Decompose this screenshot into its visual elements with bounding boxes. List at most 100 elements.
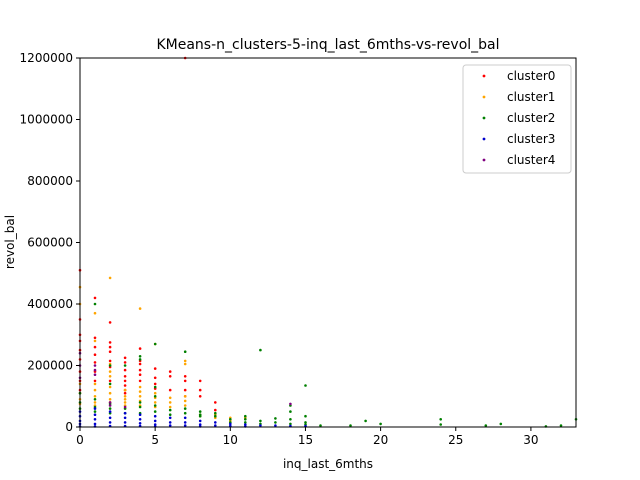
point-cluster0	[153, 382, 157, 386]
point-cluster3	[108, 421, 112, 424]
point-cluster2	[559, 424, 563, 427]
point-cluster0	[168, 388, 172, 392]
point-cluster1	[183, 359, 187, 363]
point-cluster2	[153, 404, 157, 407]
point-cluster0	[108, 359, 112, 363]
point-cluster2	[244, 414, 247, 418]
point-cluster2	[259, 419, 262, 423]
point-cluster1	[153, 391, 157, 395]
legend-marker-cluster1	[482, 95, 486, 99]
point-cluster0	[123, 361, 127, 364]
point-cluster1	[123, 395, 127, 398]
point-cluster2	[183, 411, 187, 415]
point-cluster2	[289, 410, 292, 413]
point-cluster3	[168, 416, 172, 420]
x-axis: 0 5 10 15 20 25 30	[76, 427, 539, 447]
y-tick-label: 1200000	[20, 51, 73, 65]
point-cluster4	[93, 368, 97, 372]
legend-marker-cluster4	[482, 158, 486, 162]
point-cluster1	[93, 388, 97, 392]
point-cluster3	[93, 407, 97, 410]
point-cluster0	[123, 379, 127, 383]
y-tick-label: 600000	[27, 236, 73, 250]
point-cluster2	[168, 408, 172, 412]
point-cluster1	[108, 385, 112, 389]
point-cluster2	[138, 355, 142, 358]
point-cluster0	[214, 408, 217, 412]
legend-label-cluster0: cluster0	[507, 69, 555, 83]
point-cluster1	[123, 401, 127, 404]
point-cluster4	[108, 401, 112, 404]
point-cluster0	[108, 321, 112, 324]
point-cluster0	[93, 361, 97, 364]
legend-label-cluster1: cluster1	[507, 90, 555, 104]
point-cluster2	[138, 405, 142, 409]
point-cluster3	[138, 422, 142, 425]
x-tick-label: 0	[76, 433, 84, 447]
x-axis-label: inq_last_6mths	[283, 457, 373, 471]
point-cluster4	[108, 404, 112, 407]
point-cluster1	[138, 390, 142, 393]
point-cluster1	[123, 398, 127, 401]
point-cluster3	[93, 413, 97, 417]
point-cluster0	[198, 379, 202, 383]
point-cluster0	[108, 341, 112, 344]
point-cluster1	[168, 396, 172, 400]
point-cluster3	[123, 421, 127, 424]
point-cluster0	[153, 376, 157, 380]
x-tick-label: 5	[151, 433, 159, 447]
point-cluster3	[153, 419, 157, 423]
point-cluster1	[93, 401, 97, 404]
point-cluster1	[93, 311, 97, 315]
point-cluster2	[123, 364, 127, 367]
point-cluster0	[108, 345, 112, 349]
point-cluster2	[93, 410, 97, 413]
points-layer	[78, 56, 578, 428]
point-cluster2	[439, 418, 443, 421]
point-cluster1	[183, 399, 187, 403]
point-cluster3	[108, 416, 112, 420]
point-cluster0	[93, 345, 97, 349]
point-cluster1	[93, 339, 97, 343]
point-cluster1	[183, 362, 187, 366]
point-cluster2	[214, 414, 217, 418]
point-cluster3	[244, 423, 247, 426]
point-cluster3	[123, 416, 127, 420]
point-cluster1	[108, 375, 112, 378]
x-tick-label: 15	[298, 433, 313, 447]
legend-box	[462, 64, 572, 174]
point-cluster2	[379, 422, 382, 426]
point-cluster2	[304, 384, 307, 387]
point-cluster0	[123, 368, 127, 372]
point-cluster2	[274, 417, 277, 420]
point-cluster0	[123, 356, 127, 360]
x-tick-label: 10	[223, 433, 238, 447]
point-cluster3	[138, 418, 142, 421]
x-tick-label: 20	[373, 433, 388, 447]
point-cluster2	[93, 398, 97, 401]
point-cluster1	[108, 276, 112, 280]
y-tick-label: 800000	[27, 174, 73, 188]
point-cluster3	[274, 424, 277, 427]
point-cluster2	[259, 348, 262, 352]
point-cluster1	[183, 395, 187, 398]
point-cluster3	[108, 410, 112, 413]
point-cluster1	[108, 391, 112, 395]
point-cluster0	[168, 370, 172, 373]
point-cluster2	[439, 423, 443, 426]
point-cluster2	[108, 407, 112, 410]
x-tick-label: 25	[448, 433, 463, 447]
legend-marker-cluster3	[482, 137, 486, 141]
point-cluster4	[93, 364, 97, 367]
point-cluster2	[274, 421, 277, 424]
point-cluster0	[123, 375, 127, 378]
point-cluster2	[168, 413, 172, 417]
point-cluster2	[349, 424, 352, 427]
point-cluster3	[93, 422, 97, 426]
point-cluster0	[138, 379, 142, 383]
point-cluster1	[183, 404, 187, 407]
point-cluster0	[93, 379, 97, 383]
point-cluster4	[289, 402, 292, 406]
point-cluster2	[198, 410, 202, 413]
